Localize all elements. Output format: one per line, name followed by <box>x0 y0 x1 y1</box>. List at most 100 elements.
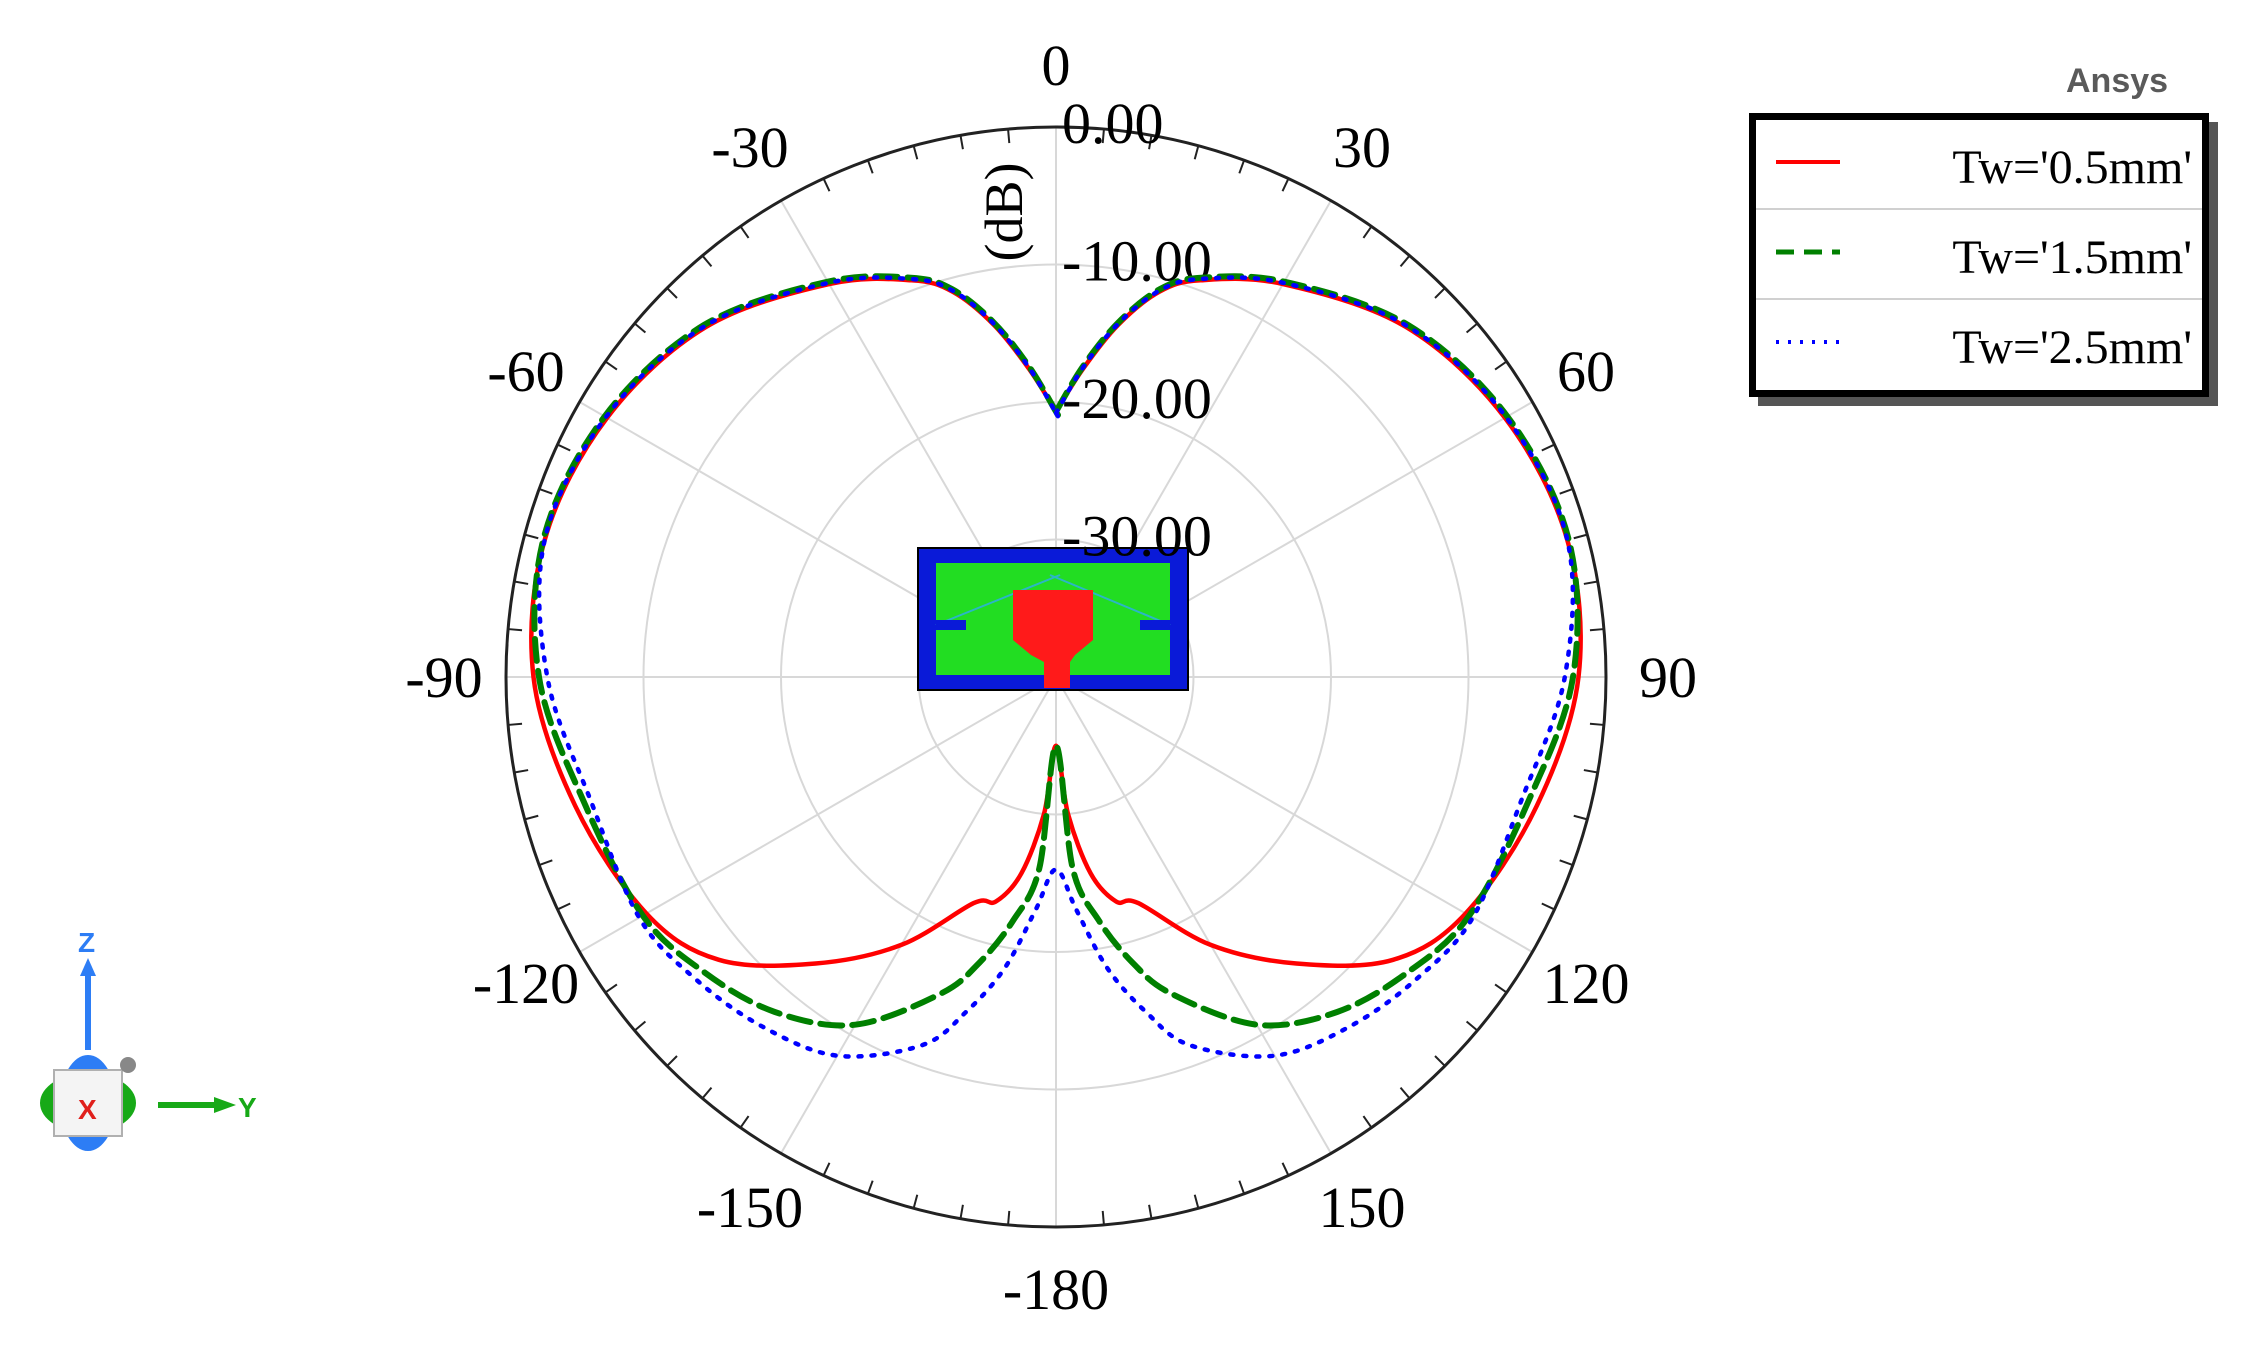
outer-ticks <box>508 129 1604 1225</box>
angle-tick-label: 150 <box>1319 1175 1406 1240</box>
tick-mark <box>1193 1194 1200 1209</box>
grid-spoke <box>780 676 1057 1154</box>
tick-mark <box>666 1055 678 1067</box>
angle-tick-label: 90 <box>1639 645 1697 710</box>
tick-mark <box>508 628 523 632</box>
tick-mark <box>1281 1162 1290 1176</box>
tick-mark <box>701 1086 713 1099</box>
tick-mark <box>1281 178 1290 192</box>
tick-mark <box>514 769 529 774</box>
radial-tick-labels: 0.00 -10.00 -20.00 -30.00 <box>1062 91 1212 569</box>
angle-tick-label: -180 <box>1003 1257 1109 1322</box>
tick-mark <box>1148 1204 1153 1219</box>
tick-mark <box>912 1194 919 1209</box>
tick-mark <box>524 533 539 540</box>
tick-mark <box>1573 814 1588 821</box>
tick-mark <box>538 859 553 867</box>
legend-item: Tw='0.5mm' <box>1756 120 2202 210</box>
angle-tick-label: 120 <box>1543 951 1630 1016</box>
tick-mark <box>1583 580 1598 585</box>
tick-mark <box>1573 533 1588 540</box>
legend-label: Tw='0.5mm' <box>1952 141 2192 194</box>
series-layer <box>529 273 1583 1059</box>
tick-mark <box>959 1204 964 1219</box>
tick-mark <box>1434 287 1446 299</box>
tick-mark <box>514 580 529 585</box>
legend-item: Tw='2.5mm' <box>1756 300 2202 388</box>
legend-swatch-dashed <box>1776 249 1840 255</box>
tick-mark <box>866 159 874 174</box>
tick-mark <box>912 145 919 160</box>
radial-tick-label: -30.00 <box>1062 504 1212 569</box>
legend: Tw='0.5mm' Tw='1.5mm' Tw='2.5mm' <box>1749 113 2209 397</box>
tick-mark <box>1362 225 1373 239</box>
angle-tick-label: -120 <box>473 951 579 1016</box>
z-axis-label: Z <box>78 927 95 958</box>
tick-mark <box>822 178 831 192</box>
legend-item: Tw='1.5mm' <box>1756 210 2202 300</box>
tick-mark <box>1583 769 1598 774</box>
angle-tick-label: 30 <box>1333 115 1391 180</box>
legend-swatch-solid <box>1776 160 1840 164</box>
tick-mark <box>538 487 553 495</box>
tick-mark <box>1559 487 1574 495</box>
grid-spoke <box>1055 676 1332 1154</box>
tick-mark <box>604 983 618 994</box>
angle-tick-labels: 0 30 60 90 120 150 -180 -150 -120 -90 -60 -30 <box>405 33 1697 1322</box>
series-line <box>531 273 1581 1029</box>
legend-label: Tw='2.5mm' <box>1952 321 2192 374</box>
tick-mark <box>1494 983 1508 994</box>
tick-mark <box>1238 159 1246 174</box>
grid-spoke <box>579 676 1057 953</box>
tick-mark <box>739 225 750 239</box>
angle-tick-label: -90 <box>405 645 482 710</box>
tick-mark <box>1434 1055 1446 1067</box>
tick-mark <box>634 322 647 334</box>
tick-mark <box>1362 1115 1373 1129</box>
angle-tick-label: -30 <box>711 115 788 180</box>
axis-triad: Z X Y <box>40 927 257 1151</box>
grid-spoke <box>1055 676 1533 953</box>
tick-mark <box>1007 1210 1011 1225</box>
angle-tick-label: -60 <box>487 339 564 404</box>
tick-mark <box>634 1020 647 1032</box>
tick-mark <box>1238 1180 1246 1195</box>
tick-mark <box>959 135 964 150</box>
radial-unit-label: (dB) <box>974 163 1034 262</box>
tick-mark <box>739 1115 750 1129</box>
tick-mark <box>557 443 571 452</box>
radial-tick-label: -20.00 <box>1062 366 1212 431</box>
angle-tick-label: -150 <box>697 1175 803 1240</box>
angle-tick-label: 0 <box>1042 33 1071 98</box>
outer-circle <box>504 125 1608 1229</box>
tick-mark <box>557 902 571 911</box>
tick-mark <box>1193 145 1200 160</box>
antenna-inset <box>917 547 1189 691</box>
tick-mark <box>1399 255 1411 268</box>
tick-mark <box>604 360 618 371</box>
radial-tick-label: 0.00 <box>1062 91 1164 156</box>
tick-mark <box>666 287 678 299</box>
brand-label: Ansys <box>2066 62 2169 100</box>
y-axis-label: Y <box>238 1092 257 1123</box>
tick-mark <box>866 1180 874 1195</box>
tick-mark <box>524 814 539 821</box>
x-axis-label: X <box>78 1094 97 1125</box>
tick-mark <box>1399 1086 1411 1099</box>
legend-swatch-dotted <box>1776 340 1840 344</box>
tick-mark <box>1541 443 1555 452</box>
series-line <box>536 275 1576 1059</box>
tick-mark <box>1494 360 1508 371</box>
tick-mark <box>1148 135 1153 150</box>
angle-tick-label: 60 <box>1557 339 1615 404</box>
tick-mark <box>1541 902 1555 911</box>
radial-tick-label: -10.00 <box>1062 229 1212 294</box>
tick-mark <box>822 1162 831 1176</box>
tick-mark <box>1465 1020 1478 1032</box>
tick-mark <box>508 722 523 726</box>
tick-mark <box>1101 129 1105 144</box>
tick-mark <box>701 255 713 268</box>
tick-mark <box>1559 859 1574 867</box>
tick-mark <box>1589 722 1604 726</box>
